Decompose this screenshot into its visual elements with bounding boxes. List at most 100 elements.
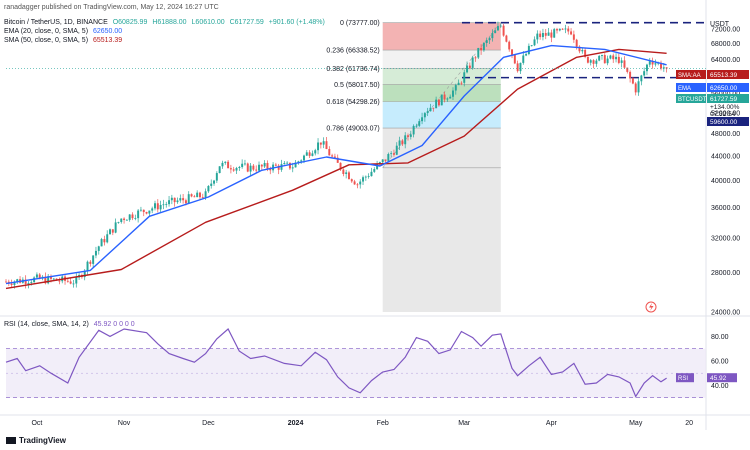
rsi-legend-label: RSI (14, close, SMA, 14, 2)	[4, 321, 89, 328]
candle-body	[260, 164, 263, 167]
rsi-legend[interactable]: RSI (14, close, SMA, 14, 2) 45.92 0 0 0 …	[4, 320, 138, 329]
candle-body	[187, 194, 190, 204]
candle-body	[637, 81, 640, 93]
candle-body	[463, 72, 466, 83]
candle-body	[409, 134, 412, 137]
price-tag-value: 61727.59	[710, 96, 737, 103]
candle-body	[246, 163, 249, 172]
ema-legend-value: 62650.00	[92, 28, 123, 35]
candle-body	[100, 239, 103, 247]
candle-body	[615, 56, 618, 60]
symbol-line: Bitcoin / TetherUS, 1D, BINANCE O60825.9…	[4, 18, 328, 27]
rsi-line[interactable]	[5, 328, 667, 398]
candle-body	[224, 161, 227, 163]
candle-body	[154, 203, 156, 209]
candle-body	[151, 208, 154, 211]
alert-icon-ring	[645, 301, 657, 313]
candle-body	[207, 185, 210, 192]
candle-body	[13, 281, 16, 285]
candle-body	[645, 64, 648, 72]
candle-body	[322, 141, 325, 145]
candle-body	[522, 55, 525, 63]
rsi-pane[interactable]: 40.00 60.00 80.00 RSI 45.92	[5, 328, 737, 399]
candle-body	[52, 278, 55, 280]
candle-body	[544, 33, 547, 36]
candle-body	[176, 200, 179, 203]
candle-body	[44, 276, 47, 284]
candle-body	[384, 159, 387, 161]
candle-body	[367, 176, 370, 177]
fib-level-label: 0.236 (66338.52)	[326, 48, 379, 55]
x-tick-label: 20	[685, 420, 693, 427]
y-tick-label: 64000.00	[711, 57, 740, 64]
y-tick-label: 40000.00	[711, 178, 740, 185]
candle-body	[480, 47, 483, 51]
currency-label: USDT	[710, 20, 732, 29]
candle-body	[314, 150, 317, 154]
candle-body	[111, 229, 114, 233]
price-tag-name-bg	[676, 94, 706, 103]
rsi-y-tick-label: 80.00	[711, 334, 729, 341]
x-tick-label: Oct	[31, 420, 42, 427]
sma-legend[interactable]: SMA (50, close, 0, SMA, 5) 65513.39	[4, 36, 125, 45]
candle-body	[128, 214, 131, 220]
fib-level-label: 0.618 (54298.26)	[326, 99, 379, 106]
candle-body	[305, 152, 308, 156]
candle-body	[387, 154, 390, 161]
candle-body	[159, 204, 162, 210]
rsi-tag-value-bg	[707, 373, 737, 383]
candle-body	[561, 28, 564, 30]
y-tick-label: 24000.00	[711, 310, 740, 317]
price-tag-value: 65513.39	[710, 72, 737, 79]
candle-body	[347, 172, 350, 180]
candle-body	[49, 276, 52, 279]
candle-body	[263, 162, 266, 167]
level-tag-value: 59600.00	[710, 119, 737, 126]
candle-body	[269, 168, 272, 171]
ohlc-high: H61888.00	[152, 19, 187, 26]
candle-body	[280, 164, 283, 170]
candle-body	[303, 155, 305, 161]
candle-body	[440, 94, 443, 106]
candle-body	[291, 167, 294, 169]
candle-body	[527, 45, 530, 55]
candle-body	[665, 67, 668, 69]
fib-level-label: 0.382 (61736.74)	[326, 66, 379, 73]
candle-body	[300, 160, 303, 162]
candle-body	[288, 162, 291, 169]
ema-legend[interactable]: EMA (20, close, 0, SMA, 5) 62650.00	[4, 27, 125, 36]
candle-body	[404, 135, 407, 145]
candle-body	[308, 152, 311, 156]
candle-body	[505, 35, 508, 42]
candle-body	[457, 82, 460, 86]
candle-body	[120, 218, 123, 222]
candle-body	[474, 57, 477, 59]
price-tag-value-bg	[707, 94, 749, 103]
candle-body	[432, 107, 435, 109]
candle-body	[648, 61, 651, 65]
tradingview-logo[interactable]: TradingView	[6, 436, 66, 445]
ema20-line[interactable]	[5, 44, 667, 285]
candles[interactable]	[5, 21, 668, 289]
tv-logo-icon	[6, 437, 16, 445]
candle-body	[156, 203, 159, 210]
candle-body	[595, 60, 598, 64]
price-tag-name: SMA:AA	[678, 73, 701, 79]
candle-body	[601, 55, 603, 56]
candle-body	[499, 25, 502, 27]
level-tag-bg	[707, 117, 749, 126]
candle-body	[660, 62, 663, 69]
candle-body	[345, 172, 348, 174]
candle-body	[86, 261, 89, 271]
alert-lightning-icon[interactable]	[645, 301, 657, 313]
candle-body	[235, 167, 238, 171]
fib-retracement[interactable]: 0 (73777.00) 0.236 (66338.52) 0.382 (61736…	[326, 20, 502, 312]
candle-body	[311, 153, 314, 156]
candle-body	[617, 56, 620, 63]
candle-body	[401, 140, 404, 145]
candle-body	[30, 282, 33, 284]
candle-body	[603, 55, 606, 64]
candle-body	[533, 39, 536, 46]
sma50-line[interactable]	[5, 48, 667, 290]
